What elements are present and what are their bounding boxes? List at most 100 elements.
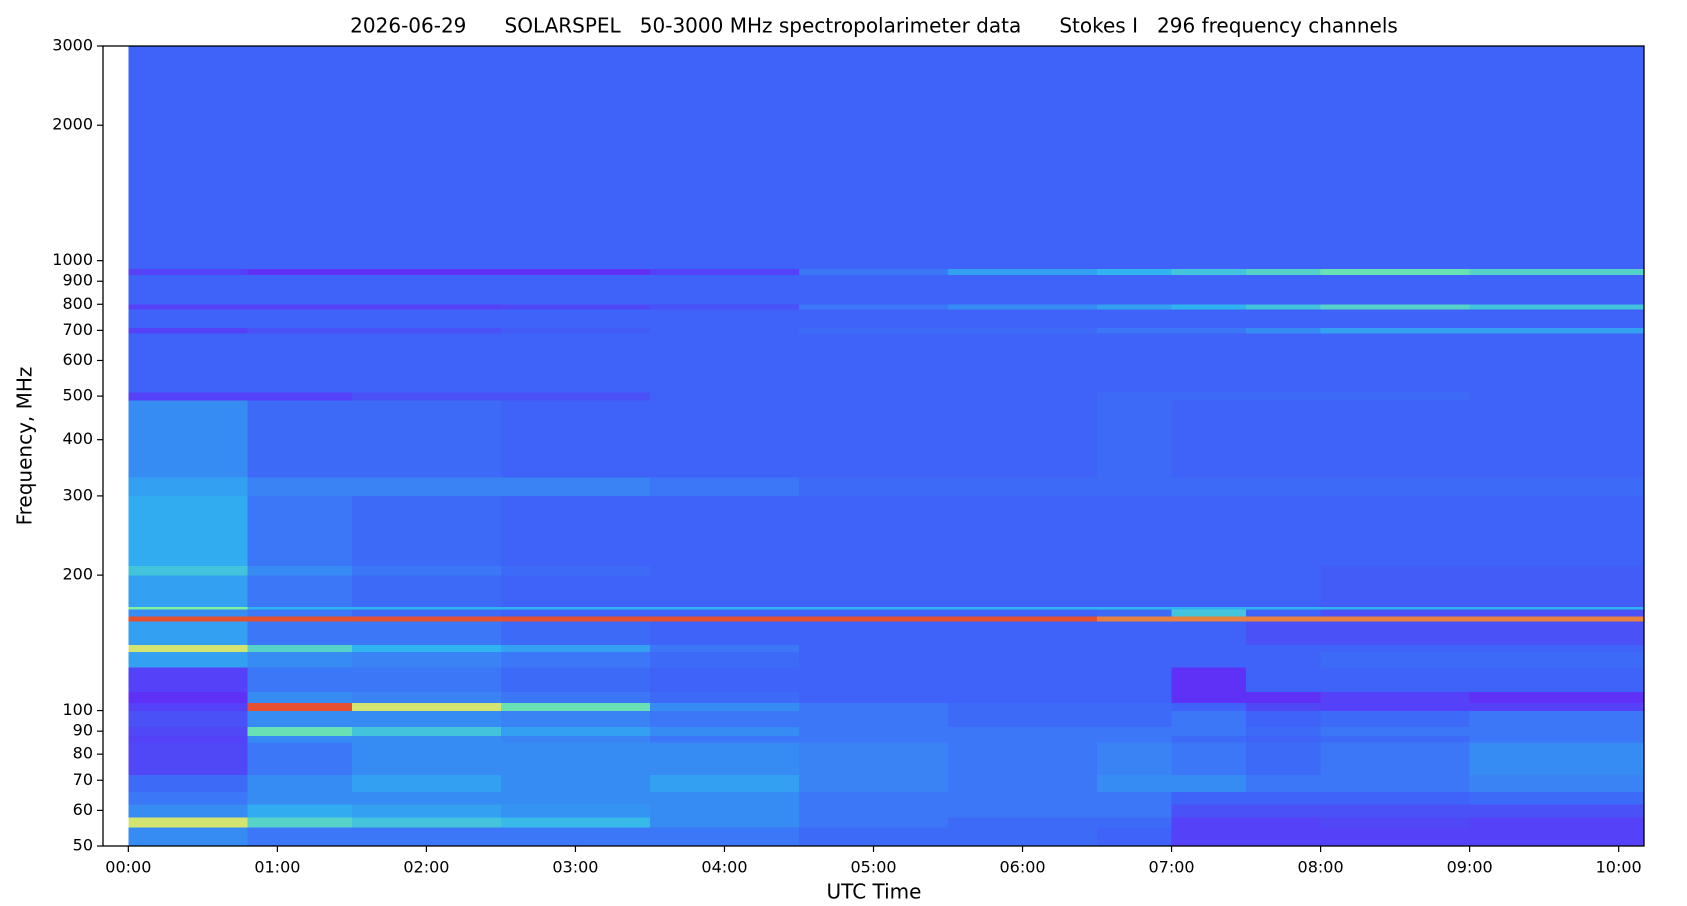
heatmap-cell	[1469, 327, 1645, 334]
heatmap-cell	[247, 735, 353, 743]
heatmap-cell	[1171, 616, 1247, 622]
y-tick-label: 900	[62, 271, 93, 290]
heatmap-cell	[1246, 609, 1322, 617]
heatmap-cell	[798, 274, 949, 305]
heatmap-cell	[798, 606, 949, 610]
heatmap-cell	[798, 735, 949, 743]
heatmap-cell	[500, 803, 651, 818]
heatmap-cells	[128, 46, 1645, 847]
heatmap-cell	[128, 274, 249, 305]
y-tick-label: 100	[62, 700, 93, 719]
heatmap-cell	[1320, 817, 1471, 828]
heatmap-cell	[948, 742, 1098, 776]
heatmap-cell	[1097, 726, 1173, 736]
heatmap-cell	[1171, 691, 1247, 704]
heatmap-cell	[1097, 616, 1173, 622]
heatmap-cell	[1171, 333, 1247, 393]
x-tick-label: 01:00	[254, 858, 300, 877]
heatmap-cell	[247, 274, 353, 305]
heatmap-cell	[649, 726, 800, 736]
x-tick-label: 07:00	[1149, 858, 1195, 877]
heatmap-cell	[1320, 666, 1471, 693]
y-tick-label: 70	[73, 770, 93, 789]
heatmap-cell	[1171, 702, 1247, 711]
heatmap-cell	[351, 621, 502, 646]
heatmap-cell	[948, 46, 1098, 269]
x-tick-label: 09:00	[1447, 858, 1493, 877]
heatmap-cell	[1171, 400, 1247, 478]
heatmap-cell	[798, 268, 949, 276]
heatmap-cell	[948, 710, 1098, 728]
heatmap-cell	[1469, 666, 1645, 693]
heatmap-cell	[798, 691, 949, 704]
heatmap-cell	[948, 327, 1098, 334]
heatmap-cell	[247, 774, 353, 793]
heatmap-cell	[351, 742, 502, 776]
heatmap-cell	[1320, 735, 1471, 743]
heatmap-cell	[500, 268, 651, 276]
heatmap-cell	[798, 304, 949, 310]
heatmap-cell	[649, 392, 800, 401]
heatmap-cell	[649, 827, 800, 847]
heatmap-cell	[649, 477, 800, 497]
heatmap-cell	[247, 392, 353, 401]
heatmap-cell	[649, 609, 800, 617]
heatmap-cell	[1320, 710, 1471, 728]
heatmap-cell	[649, 791, 800, 805]
y-tick-label: 60	[73, 800, 93, 819]
heatmap-cell	[351, 666, 502, 693]
heatmap-cell	[1171, 803, 1247, 818]
heatmap-cell	[798, 803, 949, 818]
heatmap-cell	[948, 702, 1098, 711]
heatmap-cell	[1246, 702, 1322, 711]
heatmap-cell	[500, 333, 651, 393]
heatmap-cell	[798, 651, 949, 668]
heatmap-cell	[1469, 702, 1645, 711]
heatmap-cell	[1097, 691, 1173, 704]
heatmap-cell	[1171, 827, 1247, 847]
heatmap-cell	[1246, 575, 1322, 608]
heatmap-cell	[1320, 304, 1471, 310]
heatmap-cell	[128, 477, 249, 497]
heatmap-cell	[1097, 304, 1173, 310]
heatmap-cell	[1171, 565, 1247, 576]
heatmap-cell	[948, 726, 1098, 736]
heatmap-cell	[948, 691, 1098, 704]
heatmap-cell	[351, 644, 502, 653]
heatmap-cell	[798, 616, 949, 622]
heatmap-cell	[1246, 742, 1322, 776]
heatmap-cell	[948, 774, 1098, 793]
heatmap-cell	[128, 616, 249, 622]
heatmap-cell	[1320, 644, 1471, 653]
heatmap-cell	[128, 268, 249, 276]
heatmap-cell	[1320, 691, 1471, 704]
heatmap-cell	[1469, 621, 1645, 646]
heatmap-cell	[1097, 495, 1173, 566]
heatmap-cell	[1246, 333, 1322, 393]
heatmap-cell	[500, 609, 651, 617]
x-tick-label: 04:00	[701, 858, 747, 877]
heatmap-cell	[247, 268, 353, 276]
heatmap-cell	[948, 268, 1098, 276]
heatmap-cell	[1469, 791, 1645, 805]
heatmap-cell	[948, 274, 1098, 305]
heatmap-cell	[128, 666, 249, 693]
heatmap-cell	[798, 309, 949, 328]
heatmap-cell	[1097, 575, 1173, 608]
heatmap-cell	[1171, 644, 1247, 653]
heatmap-cell	[1171, 606, 1247, 610]
y-tick-label: 50	[73, 836, 93, 855]
heatmap-cell	[247, 710, 353, 728]
heatmap-cell	[351, 710, 502, 728]
heatmap-cell	[1469, 742, 1645, 776]
heatmap-cell	[351, 274, 502, 305]
heatmap-cell	[1320, 400, 1471, 478]
x-axis-label: UTC Time	[827, 880, 922, 904]
heatmap-cell	[500, 575, 651, 608]
heatmap-cell	[1097, 735, 1173, 743]
heatmap-cell	[351, 400, 502, 478]
heatmap-cell	[128, 333, 249, 393]
heatmap-cell	[1246, 644, 1322, 653]
heatmap-cell	[351, 702, 502, 711]
heatmap-cell	[948, 609, 1098, 617]
